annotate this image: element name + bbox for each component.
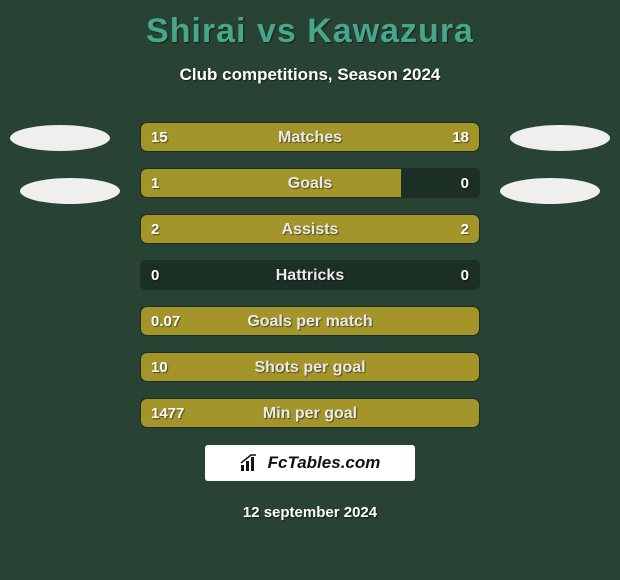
player2-name: Kawazura	[307, 12, 474, 50]
subtitle: Club competitions, Season 2024	[0, 65, 620, 85]
stat-value-left: 15	[151, 123, 168, 152]
stat-value-left: 10	[151, 353, 168, 382]
stat-label: Shots per goal	[141, 353, 479, 382]
stat-value-left: 0.07	[151, 307, 180, 336]
stat-label: Goals	[141, 169, 479, 198]
stat-value-left: 1	[151, 169, 159, 198]
stat-label: Min per goal	[141, 399, 479, 428]
stat-value-right: 0	[461, 169, 469, 198]
player2-club-placeholder	[500, 178, 600, 204]
stat-label: Hattricks	[141, 261, 479, 290]
stat-value-right: 0	[461, 261, 469, 290]
stat-row: Assists2 2	[140, 214, 480, 244]
stat-label: Goals per match	[141, 307, 479, 336]
bars-chart-icon	[240, 454, 262, 472]
player1-avatar-placeholder	[10, 125, 110, 151]
player1-name: Shirai	[146, 12, 246, 50]
stat-value-left: 0	[151, 261, 159, 290]
stat-value-right: 2	[461, 215, 469, 244]
stat-row: Goals per match0.07	[140, 306, 480, 336]
stat-rows: Matches1518Goals10Assists22Hattricks00Go…	[140, 122, 480, 444]
stat-value-right: 18	[452, 123, 469, 152]
stat-value-left: 2	[151, 215, 159, 244]
stat-row: Hattricks0 0	[140, 260, 480, 290]
stat-row: Matches15 18	[140, 122, 480, 152]
stat-row: Shots per goal10	[140, 352, 480, 382]
comparison-title: Shirai vs Kawazura	[0, 0, 620, 51]
branding-text: FcTables.com	[268, 453, 381, 473]
stat-value-left: 1477	[151, 399, 184, 428]
stat-row: Goals1 0	[140, 168, 480, 198]
player1-club-placeholder	[20, 178, 120, 204]
stat-label: Assists	[141, 215, 479, 244]
player2-avatar-placeholder	[510, 125, 610, 151]
stat-label: Matches	[141, 123, 479, 152]
date-text: 12 september 2024	[0, 504, 620, 521]
vs-separator: vs	[257, 12, 297, 50]
stat-row: Min per goal1477	[140, 398, 480, 428]
branding-badge: FcTables.com	[205, 445, 415, 481]
